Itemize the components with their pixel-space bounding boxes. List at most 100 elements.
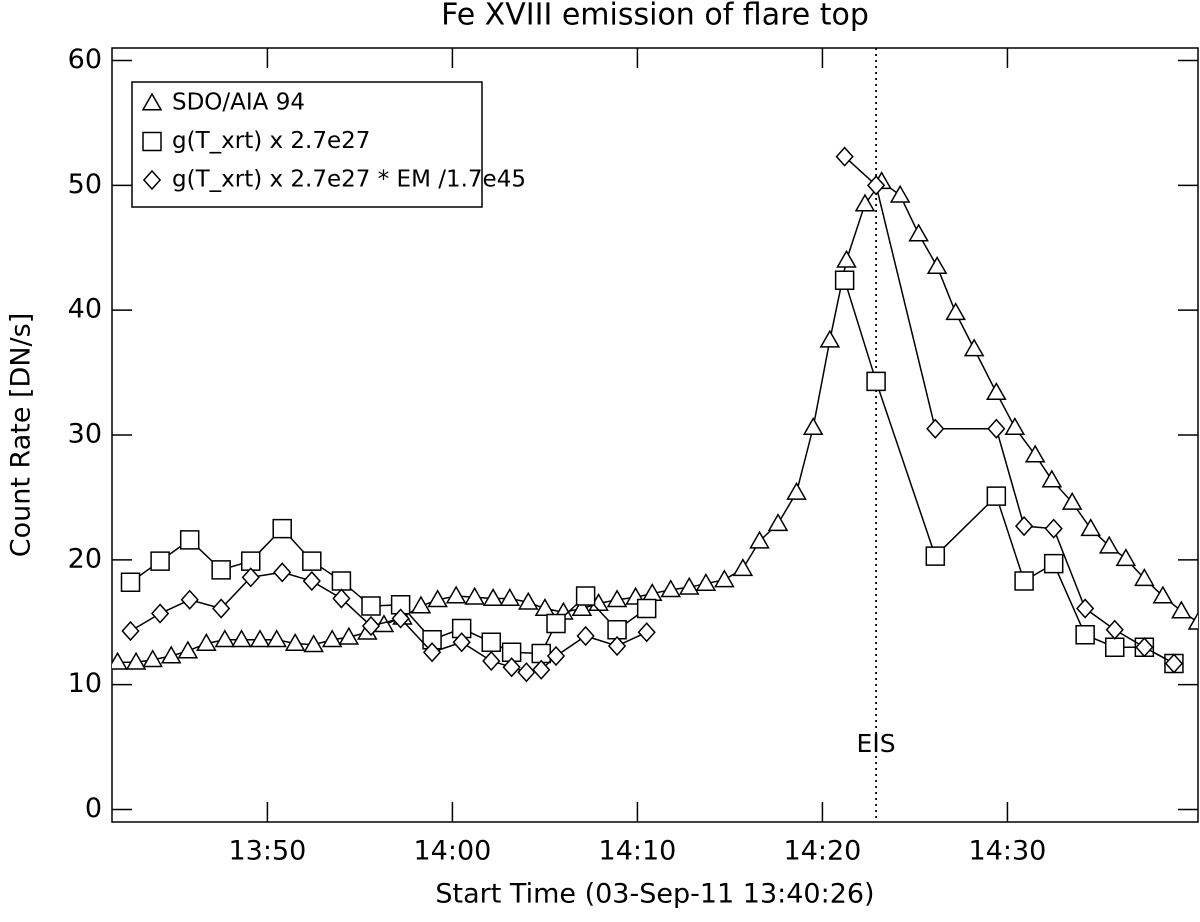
triangle-marker (338, 626, 360, 645)
diamond-marker (987, 418, 1006, 439)
square-marker (302, 551, 322, 571)
x-tick-label: 13:50 (229, 836, 307, 867)
square-marker (546, 613, 566, 634)
triangle-marker (249, 629, 271, 648)
plot-area (112, 146, 1198, 683)
square-marker (1105, 637, 1125, 657)
reference-label: EIS (857, 729, 896, 758)
diamond-marker (452, 632, 471, 653)
triangle-marker (695, 573, 717, 592)
square-marker (1075, 624, 1095, 645)
diamond-marker (637, 622, 656, 643)
diamond-marker (517, 662, 536, 683)
triangle-marker (125, 651, 147, 670)
triangle-marker (889, 184, 911, 203)
diamond-marker (212, 598, 231, 619)
triangle-marker (606, 589, 628, 608)
triangle-marker (963, 338, 985, 357)
diamond-marker (502, 657, 521, 678)
triangle-marker (786, 481, 807, 500)
y-tick-label: 60 (68, 44, 102, 75)
diamond-marker (302, 570, 321, 592)
diamond-marker (1105, 619, 1124, 640)
x-tick-label: 14:20 (784, 836, 862, 867)
triangle-marker (445, 585, 467, 604)
triangle-marker (660, 579, 682, 598)
diamond-marker (532, 659, 551, 680)
triangle-marker (534, 598, 556, 617)
diamond-marker (926, 418, 945, 439)
triangle-marker (141, 92, 163, 111)
square-marker (211, 560, 231, 580)
chart-title: Fe XVIII emission of flare top (441, 0, 869, 33)
y-tick-label: 20 (68, 543, 102, 574)
square-marker (390, 595, 411, 615)
diamond-marker (150, 603, 170, 624)
square-marker (179, 530, 200, 550)
triangle-marker (177, 640, 199, 659)
square-marker (241, 551, 261, 571)
diamond-marker (1044, 518, 1063, 539)
square-marker (834, 270, 855, 290)
diamond-marker (180, 589, 199, 610)
diamond-marker (835, 146, 854, 167)
square-marker (501, 642, 522, 662)
triangle-marker (732, 558, 754, 577)
triangle-marker (926, 255, 948, 274)
square-marker (481, 632, 502, 652)
triangle-marker (321, 629, 343, 648)
triangle-marker (802, 416, 824, 436)
diamond-marker (142, 169, 162, 191)
triangle-marker (986, 382, 1007, 401)
triangle-marker (112, 651, 128, 670)
square-marker (361, 596, 381, 616)
triangle-marker (678, 576, 700, 595)
triangle-marker (427, 589, 448, 608)
x-tick-label: 14:00 (414, 836, 492, 867)
diamond-marker (546, 645, 566, 667)
triangle-marker (1024, 444, 1046, 463)
diamond-marker (1014, 516, 1034, 537)
triangle-marker (499, 588, 521, 607)
diamond-marker (391, 608, 410, 629)
legend-label: g(T_xrt) x 2.7e27 * EM /1.7e45 (172, 167, 526, 193)
square-marker (636, 598, 657, 619)
legend-label: SDO/AIA 94 (172, 90, 305, 116)
diamond-marker (332, 588, 351, 609)
square-marker (531, 643, 551, 664)
triangle-marker (908, 223, 929, 242)
triangle-marker (854, 193, 876, 212)
y-tick-label: 40 (68, 294, 102, 325)
triangle-marker (303, 634, 324, 653)
square-marker (575, 586, 596, 606)
square-marker (331, 571, 352, 591)
triangle-marker (1061, 491, 1083, 510)
square-marker (120, 572, 141, 593)
y-tick-label: 0 (85, 793, 102, 824)
diamond-marker (1135, 637, 1154, 658)
y-tick-label: 30 (68, 419, 102, 450)
y-tick-label: 50 (68, 169, 102, 200)
triangle-marker (517, 591, 539, 610)
diamond-marker (482, 650, 501, 672)
y-tick-label: 10 (68, 668, 102, 699)
square-marker (272, 518, 292, 539)
square-marker (142, 131, 162, 152)
square-marker (451, 618, 472, 639)
triangle-marker (1134, 568, 1155, 587)
triangle-marker (836, 249, 857, 268)
diamond-marker (422, 642, 442, 663)
triangle-marker (1171, 600, 1192, 619)
triangle-marker (410, 595, 432, 614)
x-tick-label: 14:30 (969, 836, 1047, 867)
triangle-marker (1152, 585, 1174, 604)
diamond-marker (241, 567, 260, 588)
triangle-marker (284, 632, 306, 651)
triangle-marker (231, 629, 252, 648)
y-axis-label: Count Rate [DN/s] (6, 313, 37, 557)
diamond-marker (361, 615, 381, 637)
triangle-marker (1187, 611, 1198, 630)
triangle-marker (1041, 469, 1063, 488)
square-marker (986, 486, 1007, 506)
